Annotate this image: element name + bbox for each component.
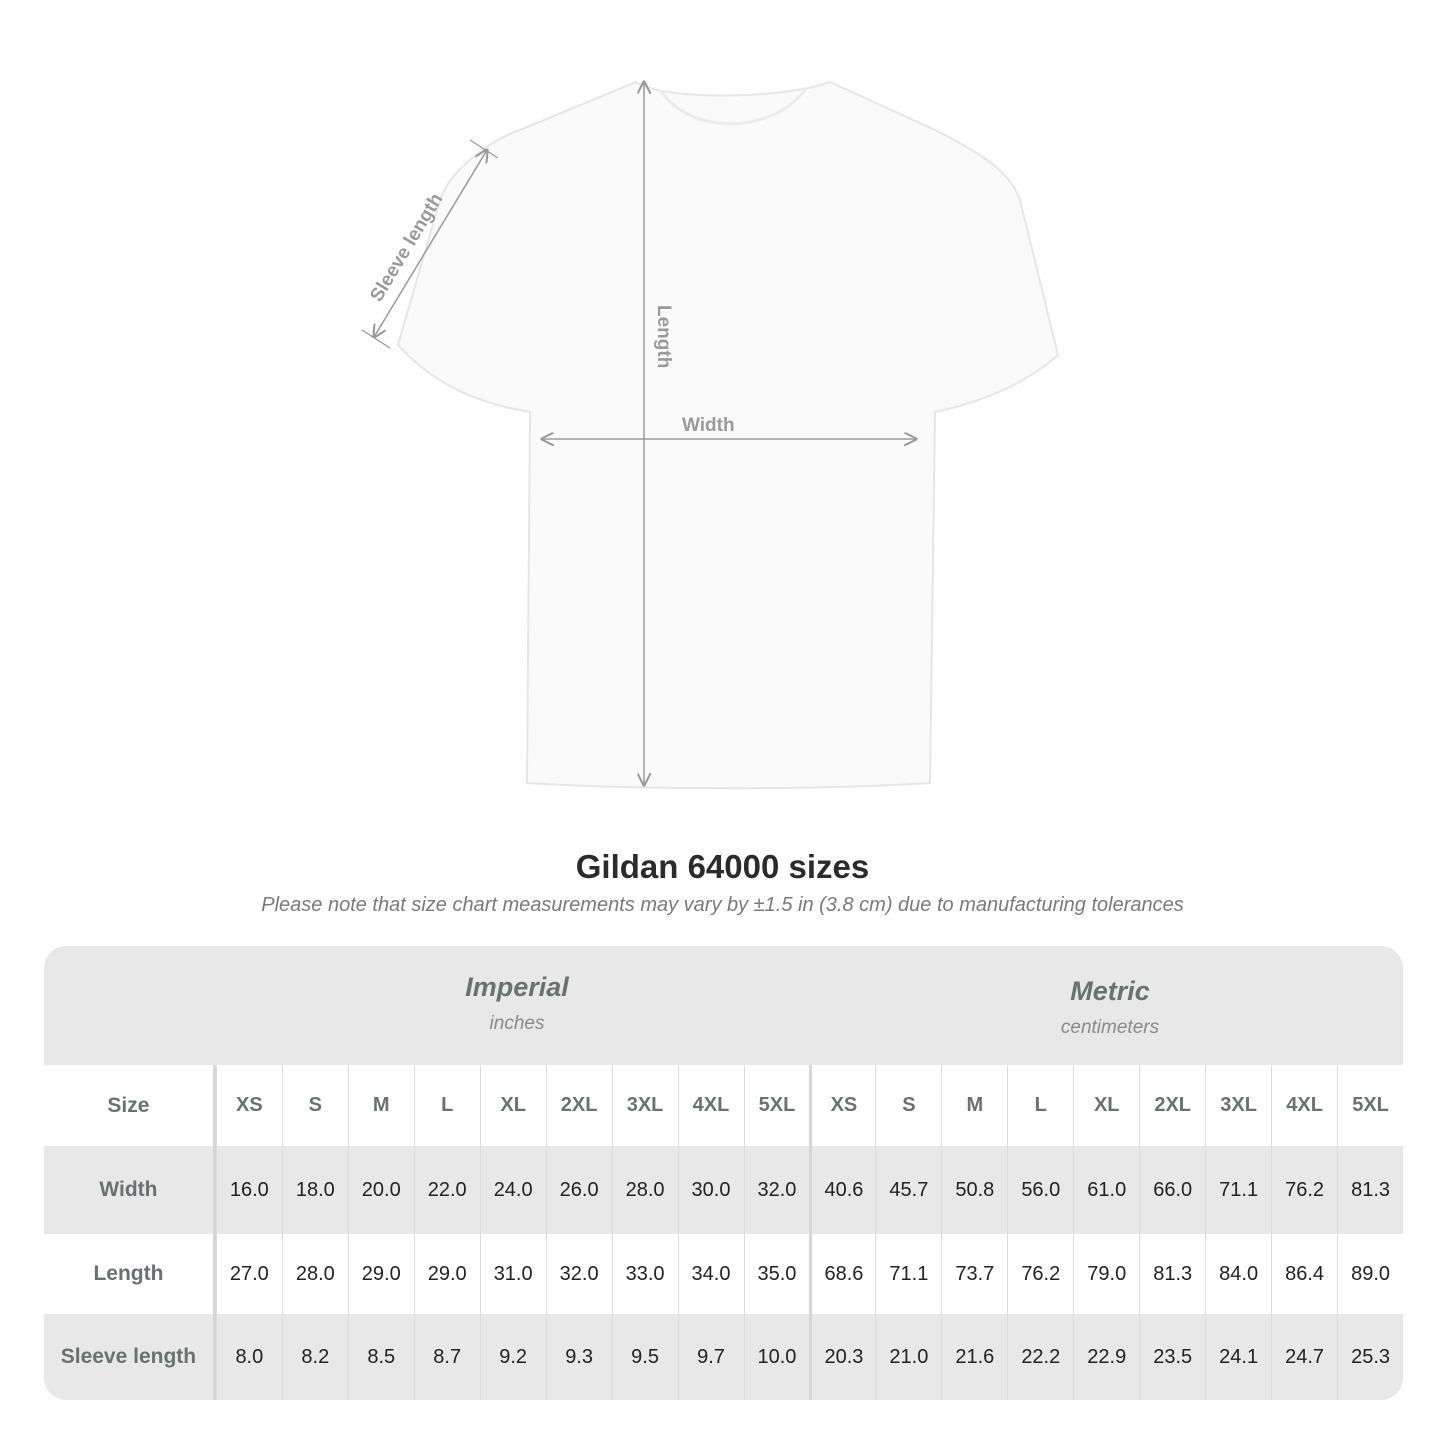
page-title: Gildan 64000 sizes <box>575 848 870 885</box>
metric-value-cell: 89.0 <box>1337 1234 1403 1314</box>
size-header-cell: 4XL <box>677 1065 744 1146</box>
size-header-cell: 4XL <box>1271 1065 1337 1146</box>
size-header-cell: L <box>413 1065 480 1146</box>
metric-value-cell: 84.0 <box>1205 1234 1271 1314</box>
metric-value-cell: 86.4 <box>1271 1234 1337 1314</box>
imperial-value-cell: 35.0 <box>743 1234 810 1314</box>
metric-value-cell: 21.0 <box>875 1314 941 1400</box>
metric-value-cell: 81.3 <box>1139 1234 1205 1314</box>
imperial-value-cell: 20.0 <box>347 1146 414 1234</box>
tshirt-diagram: Sleeve length Length Width <box>361 0 1060 790</box>
imperial-value-cell: 8.0 <box>215 1314 282 1400</box>
metric-unit: centimeters <box>1060 1017 1160 1038</box>
metric-title: Metric <box>1070 976 1150 1006</box>
size-header-cell: S <box>281 1065 348 1146</box>
imperial-value-cell: 10.0 <box>743 1314 810 1400</box>
size-header-cell: 2XL <box>545 1065 612 1146</box>
imperial-value-cell: 22.0 <box>413 1146 480 1234</box>
imperial-value-cell: 28.0 <box>281 1234 348 1314</box>
metric-value-cell: 40.6 <box>809 1146 875 1234</box>
size-table: Imperial inches Metric centimeters Size X… <box>44 946 1403 1400</box>
row-label: Size <box>44 1065 216 1146</box>
metric-value-cell: 68.6 <box>809 1234 875 1314</box>
size-header-cell: 5XL <box>743 1065 810 1146</box>
size-header-cell: 2XL <box>1139 1065 1205 1146</box>
imperial-value-cell: 33.0 <box>611 1234 678 1314</box>
row-label: Length <box>44 1234 216 1314</box>
width-label: Width <box>682 415 735 436</box>
imperial-value-cell: 8.2 <box>281 1314 348 1400</box>
metric-value-cell: 24.1 <box>1205 1314 1271 1400</box>
row-label: Sleeve length <box>44 1314 216 1400</box>
imperial-value-cell: 24.0 <box>479 1146 546 1234</box>
table-row: Sleeve length 8.0 8.2 8.5 8.7 9.2 9.3 9.5 9.7 10.… <box>44 1314 1403 1400</box>
imperial-value-cell: 26.0 <box>545 1146 612 1234</box>
imperial-value-cell: 8.7 <box>413 1314 480 1400</box>
size-header-cell: XS <box>215 1065 282 1146</box>
size-header-cell: L <box>1007 1065 1073 1146</box>
size-header-cell: XS <box>809 1065 875 1146</box>
length-label: Length <box>653 305 674 368</box>
imperial-title: Imperial <box>465 972 569 1002</box>
imperial-value-cell: 29.0 <box>413 1234 480 1314</box>
imperial-value-cell: 9.3 <box>545 1314 612 1400</box>
imperial-value-cell: 29.0 <box>347 1234 414 1314</box>
imperial-value-cell: 34.0 <box>677 1234 744 1314</box>
sleeve-arrow <box>374 150 487 337</box>
metric-value-cell: 45.7 <box>875 1146 941 1234</box>
metric-value-cell: 23.5 <box>1139 1314 1205 1400</box>
size-header-cell: S <box>875 1065 941 1146</box>
imperial-value-cell: 16.0 <box>215 1146 282 1234</box>
size-header-cell: 3XL <box>1205 1065 1271 1146</box>
imperial-value-cell: 27.0 <box>215 1234 282 1314</box>
imperial-value-cell: 31.0 <box>479 1234 546 1314</box>
imperial-value-cell: 32.0 <box>545 1234 612 1314</box>
imperial-value-cell: 8.5 <box>347 1314 414 1400</box>
imperial-unit: inches <box>489 1013 545 1034</box>
metric-value-cell: 22.9 <box>1073 1314 1139 1400</box>
size-header-cell: M <box>347 1065 414 1146</box>
metric-value-cell: 81.3 <box>1337 1146 1403 1234</box>
size-header-cell: XL <box>479 1065 546 1146</box>
row-label: Width <box>44 1146 216 1234</box>
metric-value-cell: 76.2 <box>1271 1146 1337 1234</box>
imperial-value-cell: 9.5 <box>611 1314 678 1400</box>
table-row: Length 27.0 28.0 29.0 29.0 31.0 32.0 33.0 34.0 35… <box>44 1234 1403 1314</box>
metric-value-cell: 24.7 <box>1271 1314 1337 1400</box>
imperial-value-cell: 30.0 <box>677 1146 744 1234</box>
imperial-header: Imperial inches <box>217 972 817 1035</box>
metric-value-cell: 71.1 <box>875 1234 941 1314</box>
metric-value-cell: 22.2 <box>1007 1314 1073 1400</box>
size-header-row: Size XS S M L XL 2XL 3XL 4XL 5XL XS S M L XL 2XL 3XL 4XL 5… <box>44 1065 1403 1146</box>
imperial-value-cell: 32.0 <box>743 1146 810 1234</box>
metric-value-cell: 61.0 <box>1073 1146 1139 1234</box>
size-header-cell: M <box>941 1065 1007 1146</box>
metric-value-cell: 20.3 <box>809 1314 875 1400</box>
metric-value-cell: 50.8 <box>941 1146 1007 1234</box>
imperial-value-cell: 28.0 <box>611 1146 678 1234</box>
metric-value-cell: 76.2 <box>1007 1234 1073 1314</box>
metric-header: Metric centimeters <box>810 976 1403 1039</box>
table-row: Width 16.0 18.0 20.0 22.0 24.0 26.0 28.0 30.0 32.… <box>44 1146 1403 1234</box>
metric-value-cell: 66.0 <box>1139 1146 1205 1234</box>
tolerance-note: Please note that size chart measurements… <box>261 894 1184 916</box>
metric-value-cell: 73.7 <box>941 1234 1007 1314</box>
metric-value-cell: 25.3 <box>1337 1314 1403 1400</box>
size-header-cell: XL <box>1073 1065 1139 1146</box>
metric-value-cell: 79.0 <box>1073 1234 1139 1314</box>
metric-value-cell: 71.1 <box>1205 1146 1271 1234</box>
imperial-value-cell: 9.2 <box>479 1314 546 1400</box>
size-header-cell: 3XL <box>611 1065 678 1146</box>
size-header-cell: 5XL <box>1337 1065 1403 1146</box>
metric-value-cell: 21.6 <box>941 1314 1007 1400</box>
imperial-value-cell: 18.0 <box>281 1146 348 1234</box>
metric-value-cell: 56.0 <box>1007 1146 1073 1234</box>
imperial-value-cell: 9.7 <box>677 1314 744 1400</box>
